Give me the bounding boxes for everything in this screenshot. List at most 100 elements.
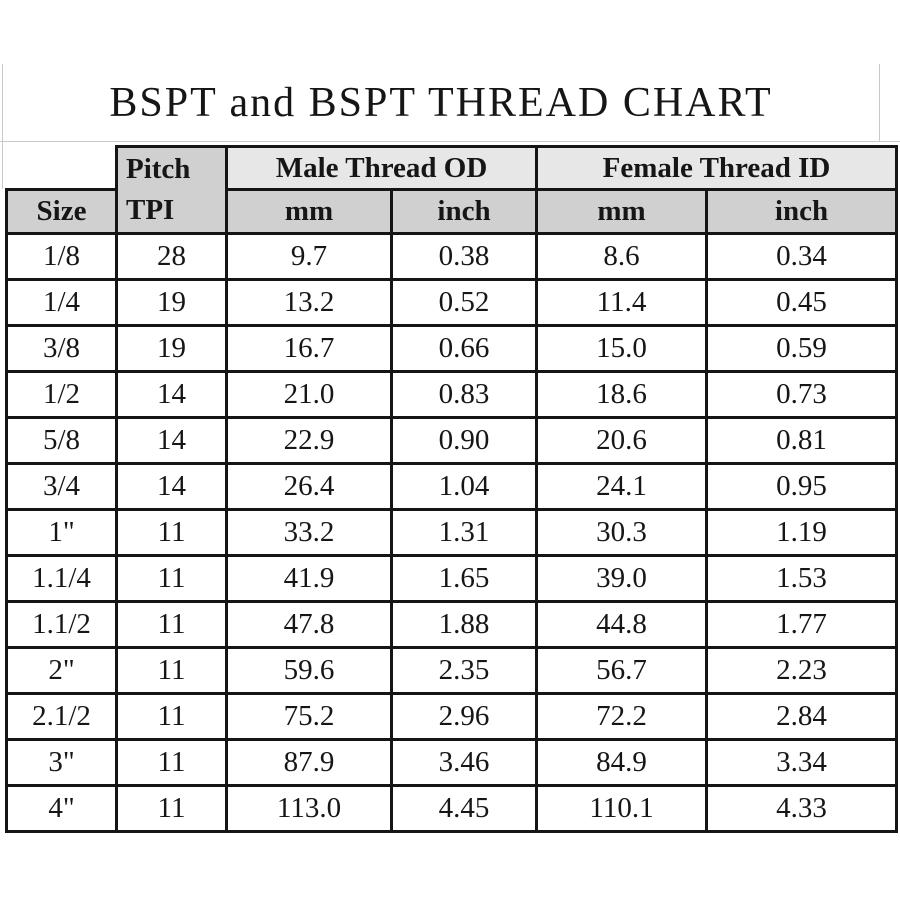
table-row: 4" 11 113.0 4.45 110.1 4.33 xyxy=(5,784,899,833)
header-male-thread-od: Male Thread OD xyxy=(224,145,539,191)
cell-size: 1/2 xyxy=(5,370,118,419)
cell-male_inch: 0.83 xyxy=(389,370,539,419)
cell-female_inch: 1.53 xyxy=(705,554,899,603)
cell-female_mm: 39.0 xyxy=(535,554,709,603)
cell-male_inch: 0.38 xyxy=(389,232,539,281)
cell-size: 2.1/2 xyxy=(5,692,118,741)
header-pitch-tpi: Pitch TPI xyxy=(115,145,228,235)
page-frame-rule-horizontal xyxy=(0,141,900,142)
cell-female_inch: 0.73 xyxy=(705,370,899,419)
table-row: 1" 11 33.2 1.31 30.3 1.19 xyxy=(5,508,899,557)
cell-female_mm: 11.4 xyxy=(535,278,709,327)
cell-male_inch: 0.52 xyxy=(389,278,539,327)
cell-male_inch: 1.04 xyxy=(389,462,539,511)
page-title: BSPT and BSPT THREAD CHART xyxy=(109,79,773,126)
table-row: 2.1/2 11 75.2 2.96 72.2 2.84 xyxy=(5,692,899,741)
cell-size: 3/4 xyxy=(5,462,118,511)
cell-tpi: 11 xyxy=(115,692,228,741)
cell-tpi: 19 xyxy=(115,278,228,327)
cell-tpi: 11 xyxy=(115,646,228,695)
header-female-thread-id: Female Thread ID xyxy=(535,145,899,191)
table-row: 1/2 14 21.0 0.83 18.6 0.73 xyxy=(5,370,899,419)
cell-female_mm: 20.6 xyxy=(535,416,709,465)
cell-size: 3/8 xyxy=(5,324,118,373)
header-size: Size xyxy=(5,188,118,235)
cell-female_mm: 110.1 xyxy=(535,784,709,833)
cell-size: 1.1/4 xyxy=(5,554,118,603)
table-row: 2" 11 59.6 2.35 56.7 2.23 xyxy=(5,646,899,695)
cell-tpi: 11 xyxy=(115,738,228,787)
cell-tpi: 28 xyxy=(115,232,228,281)
cell-male_mm: 33.2 xyxy=(225,508,393,557)
cell-size: 2" xyxy=(5,646,118,695)
cell-female_mm: 24.1 xyxy=(535,462,709,511)
cell-male_inch: 2.35 xyxy=(389,646,539,695)
table-row: 1/4 19 13.2 0.52 11.4 0.45 xyxy=(5,278,899,327)
cell-tpi: 19 xyxy=(115,324,228,373)
cell-male_inch: 4.45 xyxy=(389,784,539,833)
cell-male_mm: 113.0 xyxy=(225,784,393,833)
cell-tpi: 11 xyxy=(115,508,228,557)
cell-tpi: 14 xyxy=(115,416,228,465)
cell-male_inch: 1.65 xyxy=(389,554,539,603)
cell-male_mm: 41.9 xyxy=(225,554,393,603)
cell-female_inch: 1.77 xyxy=(705,600,899,649)
cell-female_inch: 0.59 xyxy=(705,324,899,373)
cell-female_inch: 0.95 xyxy=(705,462,899,511)
cell-female_inch: 1.19 xyxy=(705,508,899,557)
cell-tpi: 11 xyxy=(115,600,228,649)
cell-female_inch: 4.33 xyxy=(705,784,899,833)
cell-tpi: 14 xyxy=(115,462,228,511)
cell-male_mm: 87.9 xyxy=(225,738,393,787)
cell-size: 5/8 xyxy=(5,416,118,465)
cell-male_inch: 1.88 xyxy=(389,600,539,649)
cell-female_inch: 0.34 xyxy=(705,232,899,281)
header-male-mm: mm xyxy=(225,188,393,235)
cell-size: 1" xyxy=(5,508,118,557)
cell-female_inch: 0.45 xyxy=(705,278,899,327)
header-pitch-label: Pitch xyxy=(126,153,191,185)
header-row-groups: Pitch TPI Male Thread OD Female Thread I… xyxy=(6,145,899,235)
header-row-units: Size mm inch mm inch xyxy=(5,188,899,235)
cell-male_mm: 22.9 xyxy=(225,416,393,465)
cell-size: 4" xyxy=(5,784,118,833)
cell-male_inch: 3.46 xyxy=(389,738,539,787)
cell-female_inch: 0.81 xyxy=(705,416,899,465)
cell-male_mm: 21.0 xyxy=(225,370,393,419)
cell-male_inch: 2.96 xyxy=(389,692,539,741)
header-male-inch: inch xyxy=(389,188,539,235)
header-blank-cell xyxy=(6,146,118,191)
header-female-inch: inch xyxy=(705,188,899,235)
cell-female_mm: 56.7 xyxy=(535,646,709,695)
header-female-mm: mm xyxy=(535,188,709,235)
cell-tpi: 11 xyxy=(115,554,228,603)
cell-male_mm: 47.8 xyxy=(225,600,393,649)
cell-tpi: 11 xyxy=(115,784,228,833)
cell-female_mm: 72.2 xyxy=(535,692,709,741)
cell-male_inch: 0.66 xyxy=(389,324,539,373)
image-crop-edge xyxy=(0,835,900,900)
cell-size: 1/8 xyxy=(5,232,118,281)
cell-male_mm: 13.2 xyxy=(225,278,393,327)
page-frame-rule-left xyxy=(2,141,3,189)
header-tpi-label: TPI xyxy=(126,194,175,226)
cell-tpi: 14 xyxy=(115,370,228,419)
cell-male_inch: 1.31 xyxy=(389,508,539,557)
cell-female_mm: 8.6 xyxy=(535,232,709,281)
cell-female_inch: 2.23 xyxy=(705,646,899,695)
cell-female_mm: 44.8 xyxy=(535,600,709,649)
cell-female_mm: 30.3 xyxy=(535,508,709,557)
table-row: 1/8 28 9.7 0.38 8.6 0.34 xyxy=(5,232,899,281)
cell-male_inch: 0.90 xyxy=(389,416,539,465)
table-row: 1.1/4 11 41.9 1.65 39.0 1.53 xyxy=(5,554,899,603)
thread-chart-table: Pitch TPI Male Thread OD Female Thread I… xyxy=(5,145,899,833)
cell-female_mm: 84.9 xyxy=(535,738,709,787)
table-row: 3" 11 87.9 3.46 84.9 3.34 xyxy=(5,738,899,787)
cell-size: 1.1/2 xyxy=(5,600,118,649)
cell-size: 3" xyxy=(5,738,118,787)
cell-male_mm: 26.4 xyxy=(225,462,393,511)
cell-male_mm: 16.7 xyxy=(225,324,393,373)
table-row: 1.1/2 11 47.8 1.88 44.8 1.77 xyxy=(5,600,899,649)
table-row: 3/8 19 16.7 0.66 15.0 0.59 xyxy=(5,324,899,373)
cell-female_mm: 18.6 xyxy=(535,370,709,419)
